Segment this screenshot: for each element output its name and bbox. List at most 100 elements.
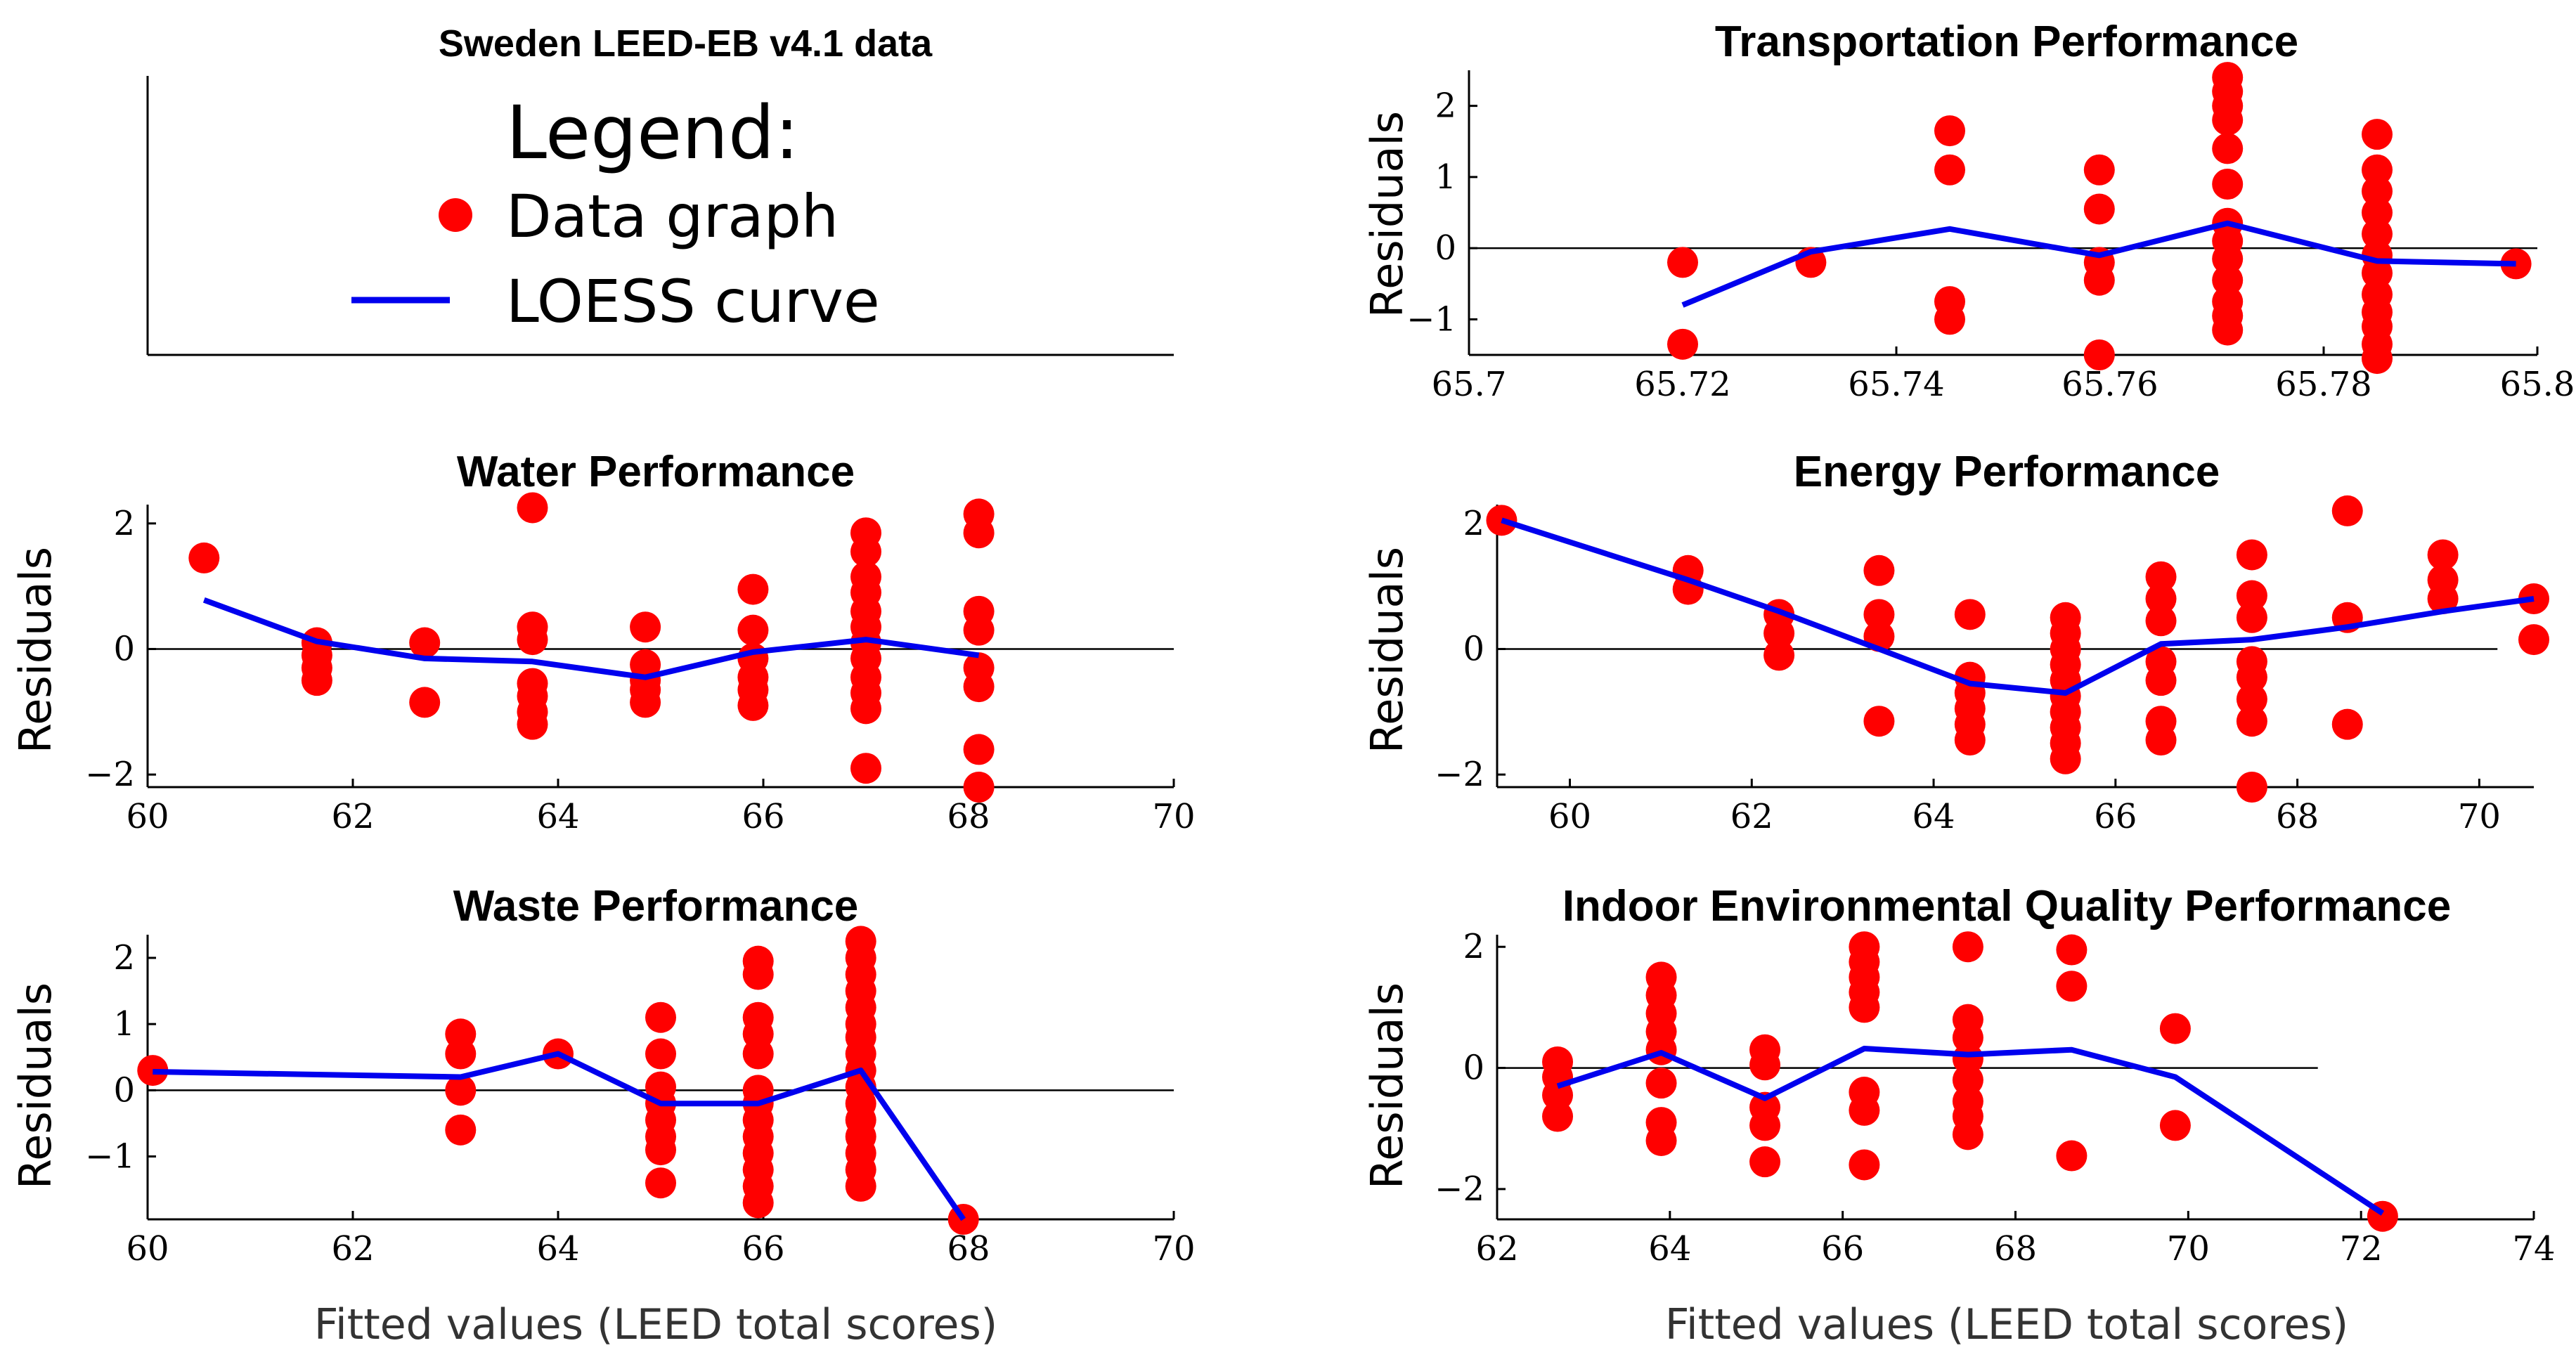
data-point	[2159, 1013, 2191, 1044]
data-point	[2331, 495, 2363, 526]
data-point	[2212, 264, 2244, 296]
x-tick-label: 60	[126, 1229, 169, 1269]
data-point	[1954, 725, 1986, 755]
x-tick-label: 64	[536, 1229, 579, 1269]
data-point	[737, 573, 769, 605]
data-point	[2145, 561, 2177, 592]
data-point	[1952, 1043, 1983, 1075]
legend-curve-label: LOESS curve	[506, 267, 880, 336]
x-tick-label: 70	[1152, 1229, 1195, 1269]
data-point	[1952, 931, 1983, 963]
data-point	[2236, 539, 2267, 571]
data-point	[2236, 706, 2267, 737]
data-point	[850, 536, 881, 567]
data-point	[1849, 1149, 1880, 1181]
y-tick-label: 2	[113, 938, 135, 978]
y-tick-label: 2	[1435, 86, 1456, 126]
y-tick-label: 2	[113, 504, 135, 543]
data-point	[845, 1170, 876, 1202]
plot-area: 62 64 66 68 70 72 74 −2 0 2	[1435, 927, 2555, 1269]
x-tick-label: 68	[1994, 1229, 2037, 1269]
data-point	[1542, 1079, 1574, 1111]
panel-water: Water Performance Residuals 60 62 64 66 68 70…	[10, 448, 1196, 836]
y-tick-label: 0	[113, 629, 135, 668]
y-tick-label: 2	[1463, 504, 1484, 543]
data-point	[2083, 154, 2115, 186]
data-point	[2236, 602, 2267, 633]
data-point	[445, 1038, 477, 1070]
x-tick-label: 62	[1475, 1229, 1518, 1269]
data-point	[2236, 580, 2267, 611]
data-point	[1749, 1146, 1781, 1178]
panel-title: Water Performance	[457, 448, 855, 496]
data-point	[2145, 583, 2177, 614]
y-tick-label: −1	[85, 1137, 135, 1176]
data-point	[963, 734, 995, 765]
data-point	[1542, 1101, 1574, 1132]
data-point	[2362, 343, 2393, 375]
data-point	[409, 687, 441, 718]
x-tick-label: 66	[1821, 1229, 1864, 1269]
data-point	[742, 1187, 774, 1219]
y-tick-label: 2	[1463, 927, 1484, 966]
data-point	[1954, 599, 1986, 630]
data-point	[963, 772, 995, 803]
data-point	[1863, 599, 1895, 630]
data-point	[517, 624, 548, 656]
data-point	[2362, 218, 2393, 249]
plot-area: 60 62 64 66 68 70 −2 0 2	[1435, 495, 2549, 836]
x-tick-label: 70	[2458, 797, 2501, 836]
y-tick-label: −2	[85, 755, 135, 794]
x-tick-label: 68	[947, 797, 990, 836]
x-tick-label: 74	[2512, 1229, 2555, 1269]
data-point	[1934, 115, 1965, 147]
data-point	[1952, 1064, 1983, 1096]
data-point	[2083, 193, 2115, 225]
data-point	[2212, 104, 2244, 136]
data-point	[2362, 257, 2393, 289]
x-tick-label: 65.76	[2062, 365, 2158, 404]
data-point	[2212, 314, 2244, 346]
data-point	[2362, 176, 2393, 207]
x-tick-label: 62	[331, 1229, 374, 1269]
y-tick-label: 0	[1463, 1049, 1484, 1088]
x-tick-label: 66	[742, 797, 784, 836]
x-axis-label: Fitted values (LEED total scores)	[314, 1300, 997, 1349]
y-tick-label: 1	[1435, 157, 1456, 197]
data-point	[2236, 683, 2267, 715]
x-tick-label: 65.74	[1848, 365, 1944, 404]
data-point	[1934, 154, 1965, 186]
legend-data-label: Data graph	[506, 182, 839, 251]
data-point	[2362, 154, 2393, 186]
data-point	[2362, 197, 2393, 228]
legend-panel-title: Sweden LEED-EB v4.1 data	[439, 22, 933, 65]
loess-curve	[1501, 517, 2535, 696]
plot-area: 60 62 64 66 68 70 −2 0 2	[85, 492, 1196, 836]
x-axis-label: Fitted values (LEED total scores)	[1665, 1300, 2348, 1349]
data-point	[1763, 640, 1795, 671]
data-point	[2518, 624, 2549, 656]
data-point	[445, 1075, 477, 1106]
loess-curve	[202, 597, 980, 680]
x-tick-label: 60	[1548, 797, 1591, 836]
panel-title: Energy Performance	[1794, 448, 2220, 496]
x-tick-label: 66	[742, 1229, 784, 1269]
data-point	[963, 671, 995, 703]
data-point	[1645, 1068, 1677, 1099]
data-point	[1645, 1124, 1677, 1156]
data-point	[737, 614, 769, 646]
x-tick-label: 68	[2276, 797, 2319, 836]
data-point	[1667, 247, 1698, 278]
panel-title: Transportation Performance	[1715, 18, 2298, 66]
data-point	[2159, 1110, 2191, 1141]
y-axis-label: Residuals	[1361, 111, 1413, 318]
panel-ieq: Indoor Environmental Quality Performance…	[1361, 882, 2556, 1349]
data-point	[2145, 725, 2177, 755]
x-tick-label: 65.72	[1634, 365, 1730, 404]
panel-waste: Waste Performance Residuals Fitted value…	[10, 882, 1196, 1349]
data-point	[1863, 706, 1895, 737]
y-axis-label: Residuals	[10, 547, 61, 753]
data-point	[1952, 1119, 1983, 1150]
data-point	[645, 1167, 676, 1199]
